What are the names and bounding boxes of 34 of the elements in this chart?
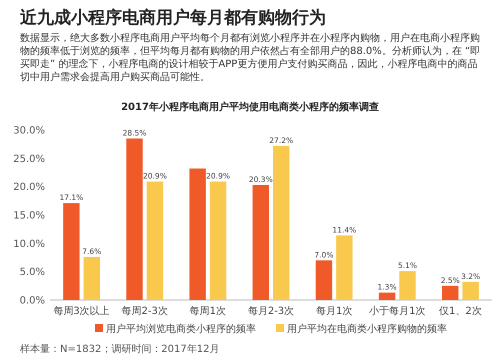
bar <box>252 184 269 300</box>
text: 样本量：N=1832；调研时间：2017年12月 <box>20 342 220 356</box>
bar <box>378 292 396 300</box>
y-tick-label: 10.0% <box>13 238 45 250</box>
x-tick-label: 每周2-3次 <box>122 305 168 317</box>
bar <box>336 235 353 300</box>
x-tick-label: 每周3次以上 <box>53 305 110 317</box>
text: 数据显示，绝大多数小程序电商用户平均每个月都有浏览小程序并在小程序内购物，用户在电商小程序购物的频率低于浏览的频率，但平均每月都有购物的用户依然占有全部用户的88.0%。分析师认为，在 “即买即走” 的理念下，小程序电商的设计相较于APP更方便用户支付购买商品，因此，小程序电商中的商品切中用户需求会提高用户购买商品可能性。 <box>20 32 482 84</box>
bar <box>462 282 479 300</box>
y-tick-label: 30.0% <box>13 126 45 136</box>
bar <box>126 138 143 300</box>
x-tick-label: 每周1次 <box>190 305 226 317</box>
x-tick-label: 仅1、2次 <box>439 306 482 317</box>
y-tick-label: 5.0% <box>20 267 45 278</box>
y-tick-label: 20.0% <box>13 182 45 194</box>
x-tick-label: 每月1次 <box>316 305 352 317</box>
x-tick-label: 小于每月1次 <box>369 305 426 317</box>
legend-label: 用户平均在电商类小程序购物的频率 <box>287 323 447 335</box>
legend-label: 用户平均浏览电商类小程序的频率 <box>106 323 256 335</box>
bar <box>316 260 332 300</box>
bar <box>442 286 458 300</box>
x-tick-label: 每月2-3次 <box>248 305 294 317</box>
bar <box>84 256 100 300</box>
bar <box>210 182 226 300</box>
chart-title: 近九成小程序电商用户每月都有购物行为 <box>20 7 326 29</box>
y-tick-label: 0.0% <box>20 296 45 306</box>
y-tick-label: 15.0% <box>13 210 45 222</box>
chart-subtitle: 2017年小程序电商用户平均使用电商类小程序的频率调查 <box>120 100 380 114</box>
bar <box>399 271 416 300</box>
bar <box>146 182 164 300</box>
bar <box>273 146 290 300</box>
bar <box>63 203 80 300</box>
bar <box>189 168 206 300</box>
y-tick-label: 25.0% <box>13 154 45 165</box>
